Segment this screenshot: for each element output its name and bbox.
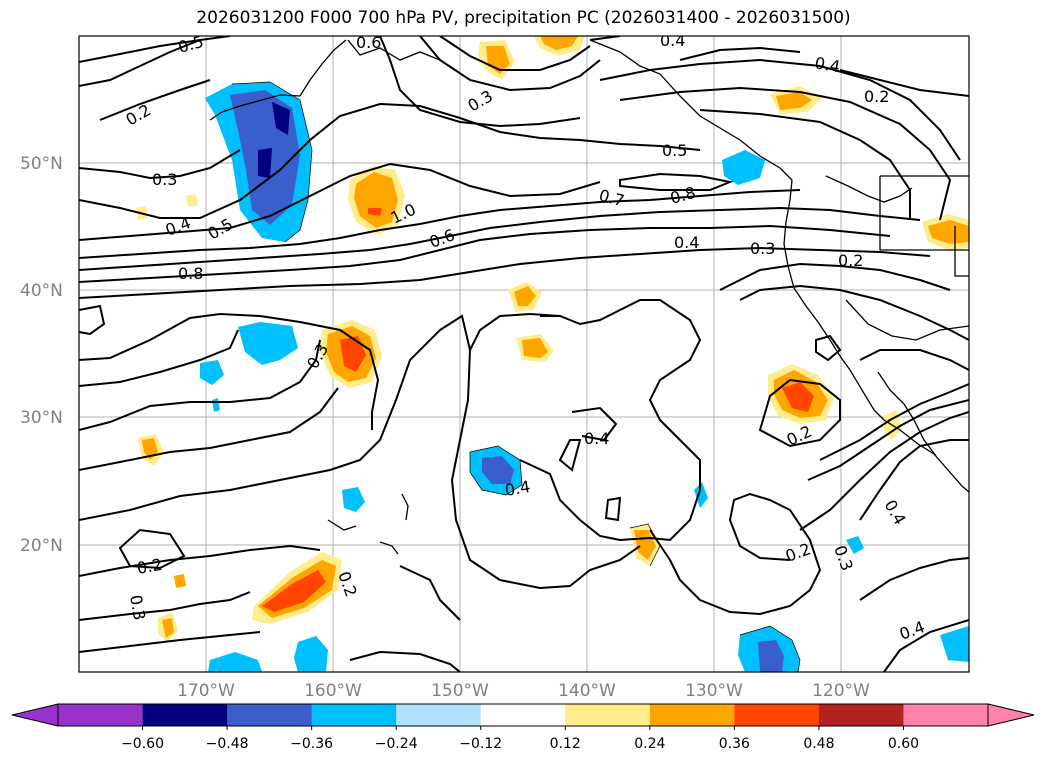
lon-label-140w: 140°W [558,681,616,701]
colorbar-tick-label: −0.36 [290,736,333,752]
lat-label-30n: 30°N [20,408,63,428]
contour-label: 0.3 [126,593,149,621]
colorbar-cell [565,704,651,726]
contour-label: 0.5 [176,32,206,57]
map-frame [78,35,970,673]
contour-label: 0.6 [356,33,381,52]
contour-label: 0.8 [178,264,203,283]
pv-contours [79,36,969,672]
colorbar-cell [142,704,228,726]
contour-label: 0.3 [152,170,177,189]
colorbar-tick-label: −0.60 [121,736,164,752]
colorbar-cell [734,704,820,726]
lat-label-40n: 40°N [20,281,63,301]
contour-label: 0.2 [838,251,863,270]
contour-label: 0.3 [750,239,775,258]
colorbar-cell [396,704,482,726]
lon-label-150w: 150°W [431,681,489,701]
colorbar-tick-label: −0.12 [459,736,502,752]
longitude-labels: 170°W 160°W 150°W 140°W 130°W 120°W [177,681,870,701]
contour-label: 0.2 [864,87,889,106]
colorbar-ticks: −0.60 −0.48 −0.36 −0.24 −0.12 0.12 0.24 0.36 0.4… [121,726,919,752]
colorbar-tick-label: 0.24 [634,736,665,752]
lon-label-120w: 120°W [812,681,870,701]
lat-label-50n: 50°N [20,154,63,174]
contour-label: 0.4 [660,31,685,50]
colorbar-cell [227,704,313,726]
colorbar-under-cell [12,704,143,726]
colorbar-tick-label: −0.24 [375,736,418,752]
colorbar-tick-label: 0.48 [803,736,834,752]
contour-label: 0.2 [135,555,163,578]
colorbar-cell [903,704,989,726]
lat-label-20n: 20°N [20,536,63,556]
lon-label-170w: 170°W [177,681,235,701]
lon-label-130w: 130°W [685,681,743,701]
contour-label: 0.5 [662,141,687,160]
contour-label: 0.4 [674,233,699,252]
lon-label-160w: 160°W [304,681,362,701]
colorbar-tick-label: −0.48 [206,736,249,752]
latitude-labels: 50°N 40°N 30°N 20°N [20,154,63,556]
precip-outlines [231,81,801,672]
colorbar-cell [818,704,904,726]
contour-label: 0.4 [813,53,841,76]
colorbar-cells [12,704,1034,726]
colorbar-tick-label: 0.12 [550,736,581,752]
precip-positive-shading [136,36,969,642]
colorbar-over-outline [987,703,1035,727]
colorbar-over-cell [988,704,1034,726]
colorbar-cell [649,704,735,726]
colorbar-cell [311,704,397,726]
contour-label: 0.4 [584,429,609,448]
precip-negative-shading [200,82,969,672]
contour-label: 0.4 [503,477,531,500]
colorbar-tick-label: 0.36 [719,736,750,752]
colorbar-tick-label: 0.60 [888,736,919,752]
colorbar-cell [480,704,566,726]
figure-title: 2026031200 F000 700 hPa PV, precipitatio… [196,8,851,28]
coastlines [209,39,969,555]
colorbar: −0.60 −0.48 −0.36 −0.24 −0.12 0.12 0.24 0.36 0.4… [11,703,1035,752]
